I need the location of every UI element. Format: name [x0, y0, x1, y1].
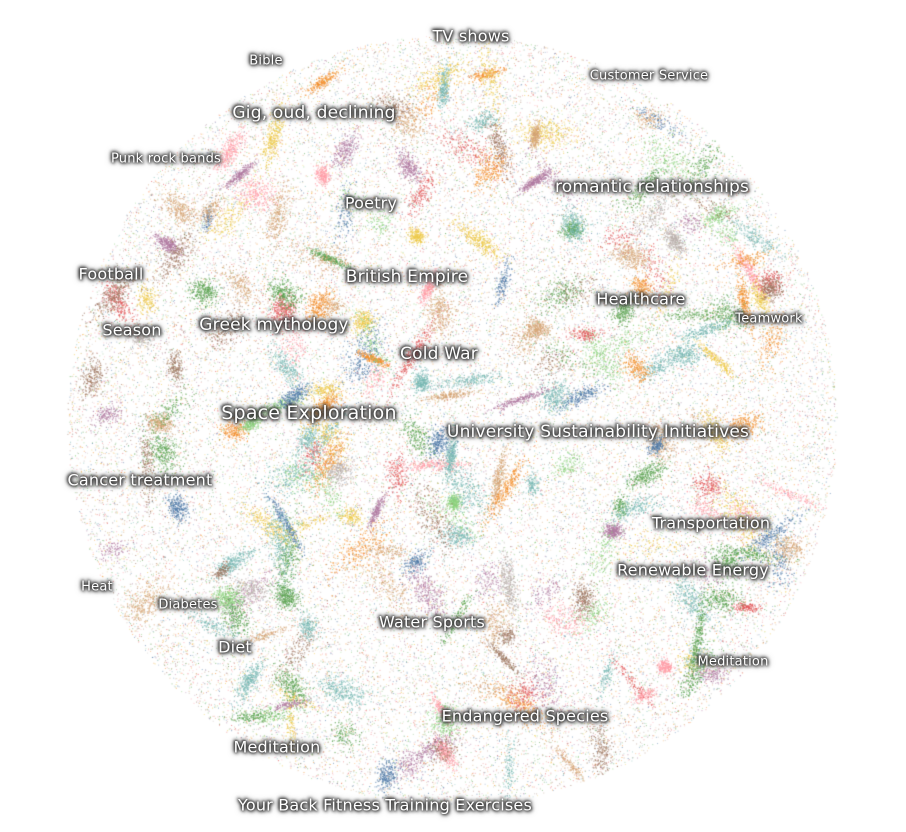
scatter-points	[0, 0, 906, 832]
embedding-scatter-plot[interactable]: TV shows Bible Customer Service Gig, oud…	[0, 0, 906, 832]
